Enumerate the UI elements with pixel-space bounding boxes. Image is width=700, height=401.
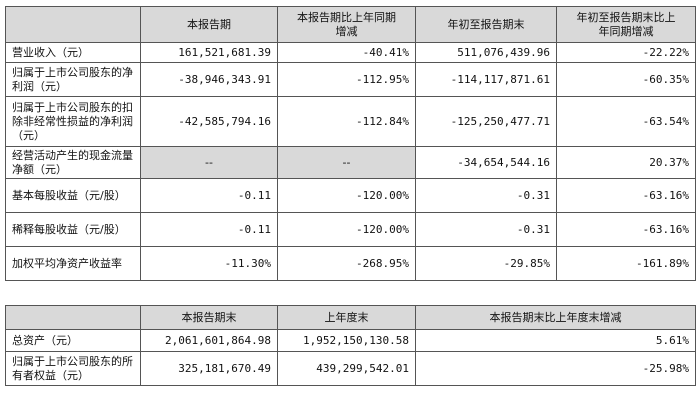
table-row: 归属于上市公司股东的扣除非经常性损益的净利润（元） -42,585,794.16… xyxy=(5,96,696,147)
cell-value: -125,250,477.71 xyxy=(415,96,557,147)
header-cell-prior-year-end: 上年度末 xyxy=(277,305,416,330)
cell-value-na: -- xyxy=(277,146,416,179)
row-label: 营业收入（元） xyxy=(5,42,141,63)
cell-value: -11.30% xyxy=(140,246,278,281)
cell-value-na: -- xyxy=(140,146,278,179)
header-cell-corner xyxy=(5,305,141,330)
cell-value: -63.16% xyxy=(556,212,696,247)
row-label: 归属于上市公司股东的净利润（元） xyxy=(5,62,141,97)
table-row: 归属于上市公司股东的净利润（元） -38,946,343.91 -112.95%… xyxy=(5,62,696,97)
header-cell-corner xyxy=(5,6,141,43)
cell-value: -120.00% xyxy=(277,212,416,247)
table-row: 加权平均净资产收益率 -11.30% -268.95% -29.85% -161… xyxy=(5,246,696,281)
table-header-row: 本报告期 本报告期比上年同期 增减 年初至报告期末 年初至报告期末比上 年同期增… xyxy=(5,6,696,43)
cell-value: -38,946,343.91 xyxy=(140,62,278,97)
cell-value: -0.11 xyxy=(140,178,278,213)
header-cell-period-end: 本报告期末 xyxy=(140,305,278,330)
cell-value: -0.31 xyxy=(415,178,557,213)
cell-value: -120.00% xyxy=(277,178,416,213)
cell-value: -161.89% xyxy=(556,246,696,281)
table-header-row: 本报告期末 上年度末 本报告期末比上年度末增减 xyxy=(5,305,696,330)
cell-value: 161,521,681.39 xyxy=(140,42,278,63)
cell-value: 325,181,670.49 xyxy=(140,351,278,386)
cell-value: 1,952,150,130.58 xyxy=(277,329,416,352)
cell-value: -112.95% xyxy=(277,62,416,97)
cell-value: 5.61% xyxy=(415,329,696,352)
table-row: 基本每股收益（元/股） -0.11 -120.00% -0.31 -63.16% xyxy=(5,178,696,213)
header-cell-change: 本报告期末比上年度末增减 xyxy=(415,305,696,330)
table-row: 稀释每股收益（元/股） -0.11 -120.00% -0.31 -63.16% xyxy=(5,212,696,247)
cell-value: -63.16% xyxy=(556,178,696,213)
cell-value: -60.35% xyxy=(556,62,696,97)
cell-value: -29.85% xyxy=(415,246,557,281)
header-cell-ytd: 年初至报告期末 xyxy=(415,6,557,43)
cell-value: -0.11 xyxy=(140,212,278,247)
cell-value: -0.31 xyxy=(415,212,557,247)
table-row: 总资产（元） 2,061,601,864.98 1,952,150,130.58… xyxy=(5,329,696,352)
header-cell-current-period: 本报告期 xyxy=(140,6,278,43)
header-cell-current-period-yoy: 本报告期比上年同期 增减 xyxy=(277,6,416,43)
balance-summary-table: 本报告期末 上年度末 本报告期末比上年度末增减 总资产（元） 2,061,601… xyxy=(5,305,696,386)
row-label: 基本每股收益（元/股） xyxy=(5,178,141,213)
row-label: 归属于上市公司股东的扣除非经常性损益的净利润（元） xyxy=(5,96,141,147)
cell-value: -42,585,794.16 xyxy=(140,96,278,147)
cell-value: -63.54% xyxy=(556,96,696,147)
cell-value: -40.41% xyxy=(277,42,416,63)
cell-value: -268.95% xyxy=(277,246,416,281)
row-label: 加权平均净资产收益率 xyxy=(5,246,141,281)
cell-value: -22.22% xyxy=(556,42,696,63)
cell-value: -25.98% xyxy=(415,351,696,386)
table-row: 归属于上市公司股东的所有者权益（元） 325,181,670.49 439,29… xyxy=(5,351,696,386)
cell-value: -112.84% xyxy=(277,96,416,147)
table-row: 营业收入（元） 161,521,681.39 -40.41% 511,076,4… xyxy=(5,42,696,63)
row-label: 归属于上市公司股东的所有者权益（元） xyxy=(5,351,141,386)
cell-value: 2,061,601,864.98 xyxy=(140,329,278,352)
cell-value: 439,299,542.01 xyxy=(277,351,416,386)
header-cell-ytd-yoy: 年初至报告期末比上 年同期增减 xyxy=(556,6,696,43)
cell-value: -114,117,871.61 xyxy=(415,62,557,97)
cell-value: 511,076,439.96 xyxy=(415,42,557,63)
cell-value: -34,654,544.16 xyxy=(415,146,557,179)
table-row: 经营活动产生的现金流量净额（元） -- -- -34,654,544.16 20… xyxy=(5,146,696,179)
cell-value: 20.37% xyxy=(556,146,696,179)
row-label: 经营活动产生的现金流量净额（元） xyxy=(5,146,141,179)
key-financials-table: 本报告期 本报告期比上年同期 增减 年初至报告期末 年初至报告期末比上 年同期增… xyxy=(5,6,696,281)
row-label: 总资产（元） xyxy=(5,329,141,352)
row-label: 稀释每股收益（元/股） xyxy=(5,212,141,247)
